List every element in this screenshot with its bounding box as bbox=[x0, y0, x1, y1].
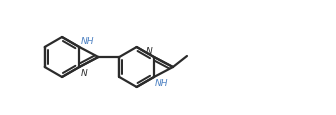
Text: N: N bbox=[146, 47, 153, 56]
Text: N: N bbox=[81, 68, 88, 77]
Text: NH: NH bbox=[80, 37, 94, 46]
Text: NH: NH bbox=[155, 79, 168, 88]
